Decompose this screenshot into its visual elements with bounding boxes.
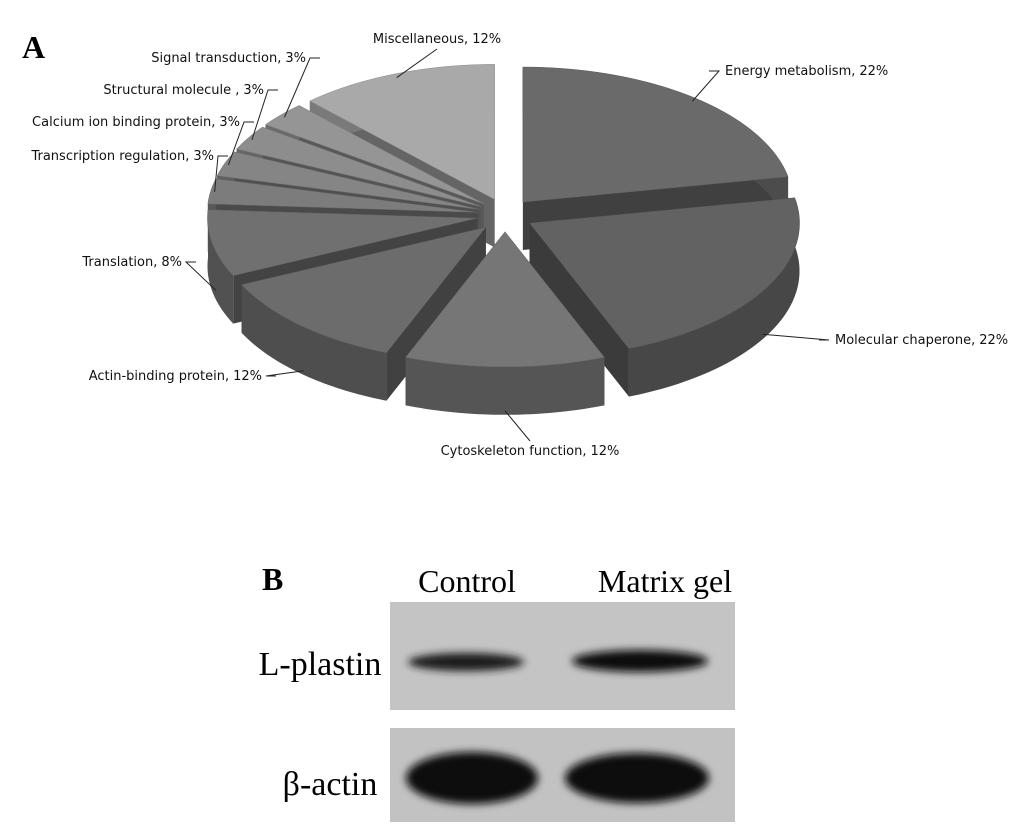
slice <box>309 64 495 200</box>
value-label: 3% <box>243 83 264 98</box>
slice-label: Cytoskeleton function, 12% <box>441 444 620 459</box>
column-label: Control <box>418 563 516 599</box>
leader-line <box>251 89 278 140</box>
slice <box>216 151 479 210</box>
slice-label: Structural molecule , 3% <box>103 83 264 98</box>
slice <box>207 178 478 213</box>
slice-label: Energy metabolism, 22% <box>725 64 888 79</box>
category-label: Calcium ion binding protein, <box>32 115 215 130</box>
category-label: Structural molecule , <box>103 83 239 98</box>
slice <box>265 105 485 205</box>
slice-side <box>207 209 234 324</box>
leader-line <box>184 261 217 292</box>
row-label: L-plastin <box>259 646 382 683</box>
value-label: 12% <box>233 369 262 384</box>
leader-line <box>504 410 531 442</box>
slice <box>236 126 481 207</box>
leader-line <box>692 70 721 102</box>
leader-line <box>265 370 304 377</box>
value-label: 12% <box>591 444 620 459</box>
band <box>406 752 538 804</box>
value-label: 3% <box>219 115 240 130</box>
slice-label: Transcription regulation, 3% <box>30 149 214 164</box>
value-label: 3% <box>285 51 306 66</box>
slice-label: Miscellaneous, 12% <box>373 32 501 47</box>
row-label: β-actin <box>283 766 378 803</box>
slice-side <box>241 284 387 401</box>
leader-line <box>762 333 830 341</box>
leader-line <box>396 48 438 78</box>
slice <box>529 197 800 349</box>
category-label: Translation, <box>81 255 157 270</box>
band <box>572 650 708 672</box>
slice <box>241 226 487 354</box>
column-label: Matrix gel <box>598 563 732 599</box>
western-blot: B Control Matrix gel L-plastin β-actin <box>259 561 735 822</box>
slice-side <box>405 357 605 415</box>
slice <box>405 231 605 415</box>
value-label: 3% <box>193 149 214 164</box>
category-label: Energy metabolism, <box>725 64 855 79</box>
slice-label: Molecular chaperone, 22% <box>835 333 1008 348</box>
slice <box>529 197 800 397</box>
category-label: Cytoskeleton function, <box>441 444 587 459</box>
slice <box>241 226 487 401</box>
value-label: 22% <box>979 333 1008 348</box>
panel-label: A <box>22 29 45 65</box>
category-label: Miscellaneous, <box>373 32 468 47</box>
value-label: 22% <box>859 64 888 79</box>
slice-label: Actin-binding protein, 12% <box>89 369 262 384</box>
bands <box>406 650 709 804</box>
category-label: Transcription regulation, <box>30 149 189 164</box>
category-label: Signal transduction, <box>151 51 281 66</box>
slice-label: Signal transduction, 3% <box>151 51 306 66</box>
panel-label: B <box>262 561 283 597</box>
category-label: Actin-binding protein, <box>89 369 229 384</box>
slice-side <box>529 223 629 397</box>
slice-side <box>628 197 800 397</box>
value-label: 12% <box>472 32 501 47</box>
band <box>565 753 709 803</box>
slice <box>207 209 478 276</box>
slice-label: Calcium ion binding protein, 3% <box>32 115 240 130</box>
category-label: Molecular chaperone, <box>835 333 975 348</box>
value-label: 8% <box>161 255 182 270</box>
pie-chart: Energy metabolism, 22%Molecular chaperone… <box>30 32 1008 459</box>
band <box>408 653 524 671</box>
leader-line <box>227 121 254 166</box>
leader-line <box>284 57 320 118</box>
slice-label: Translation, 8% <box>81 255 182 270</box>
leader-line <box>214 155 228 192</box>
slice <box>405 231 605 368</box>
